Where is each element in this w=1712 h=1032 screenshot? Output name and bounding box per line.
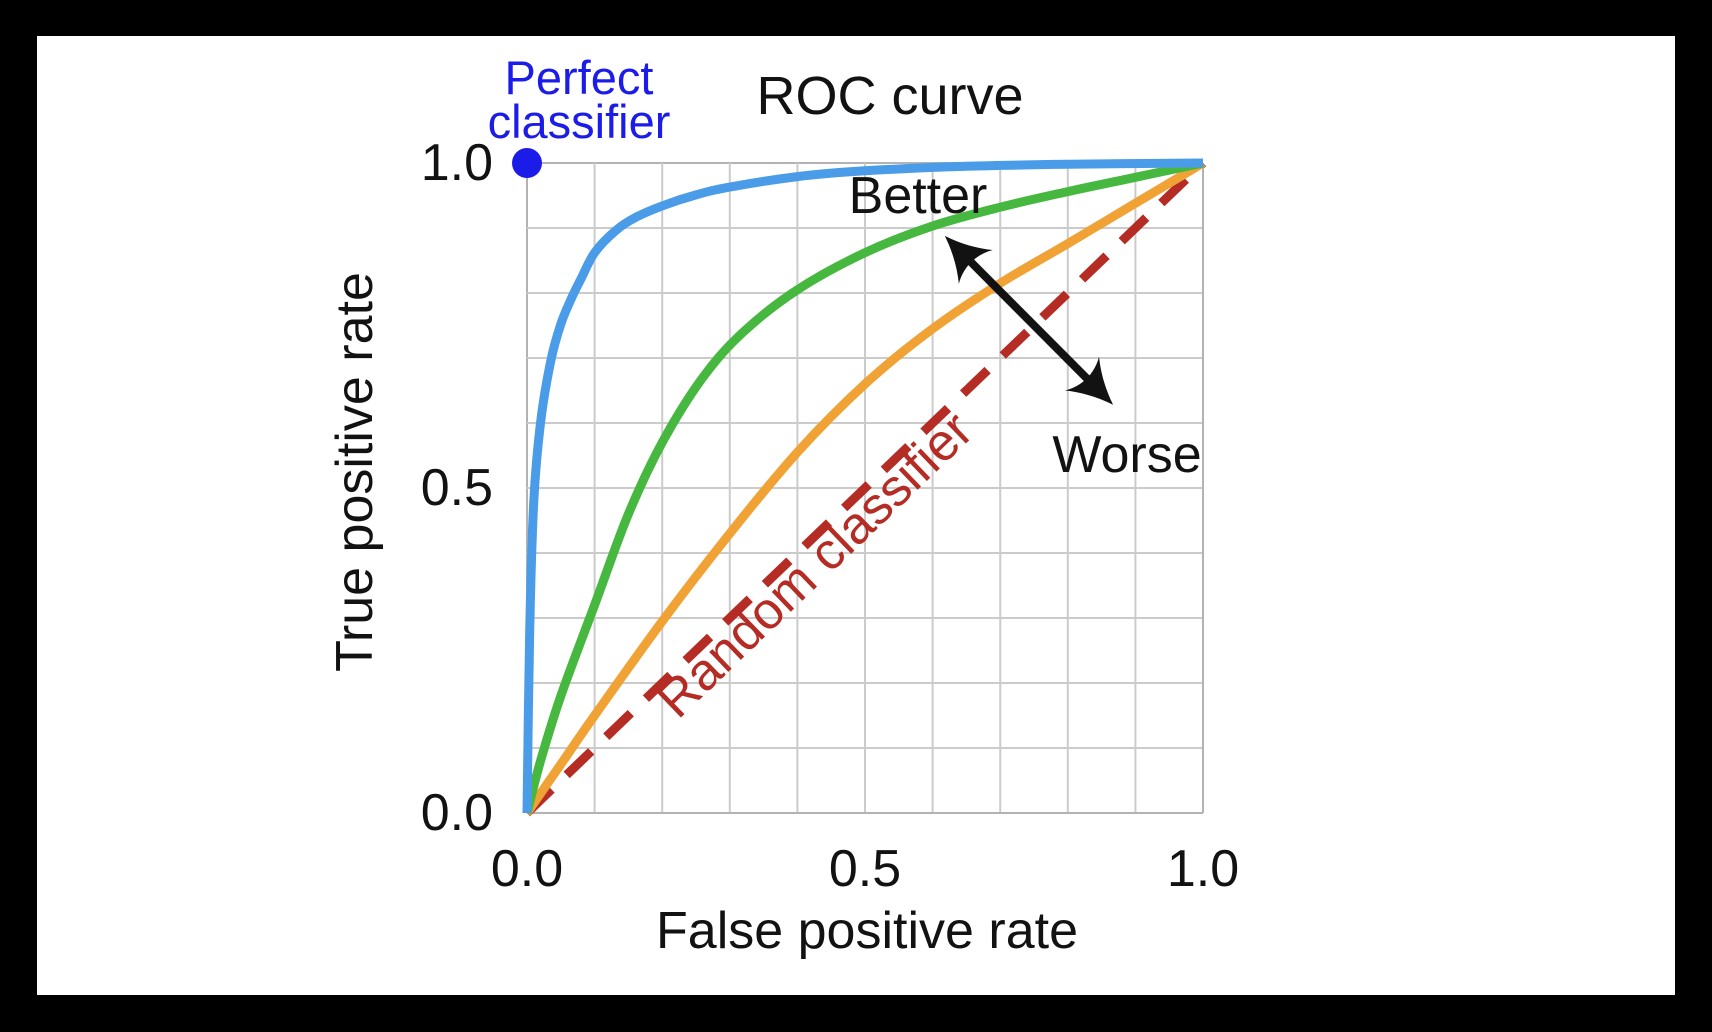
x-tick-0.5: 0.5 [828, 840, 902, 898]
worse-label: Worse [1052, 426, 1202, 484]
perfect-classifier-point [512, 148, 542, 178]
x-axis-title: False positive rate [656, 902, 1078, 960]
better-worse-arrow [944, 235, 1114, 405]
better-label: Better [848, 167, 988, 225]
y-tick-0.0: 0.0 [420, 784, 493, 842]
figure-canvas: ROC curve Perfect classifier Better Wors… [37, 36, 1675, 995]
perfect-classifier-label: Perfect classifier [487, 51, 671, 148]
y-tick-0.5: 0.5 [420, 459, 493, 517]
roc-curve [522, 158, 1204, 815]
roc-plot [522, 158, 1207, 817]
x-tick-0.0: 0.0 [490, 840, 564, 898]
x-tick-1.0: 1.0 [1166, 840, 1240, 898]
chart-title: ROC curve [756, 66, 1024, 126]
y-tick-1.0: 1.0 [420, 134, 493, 192]
roc-curve [522, 158, 1204, 814]
